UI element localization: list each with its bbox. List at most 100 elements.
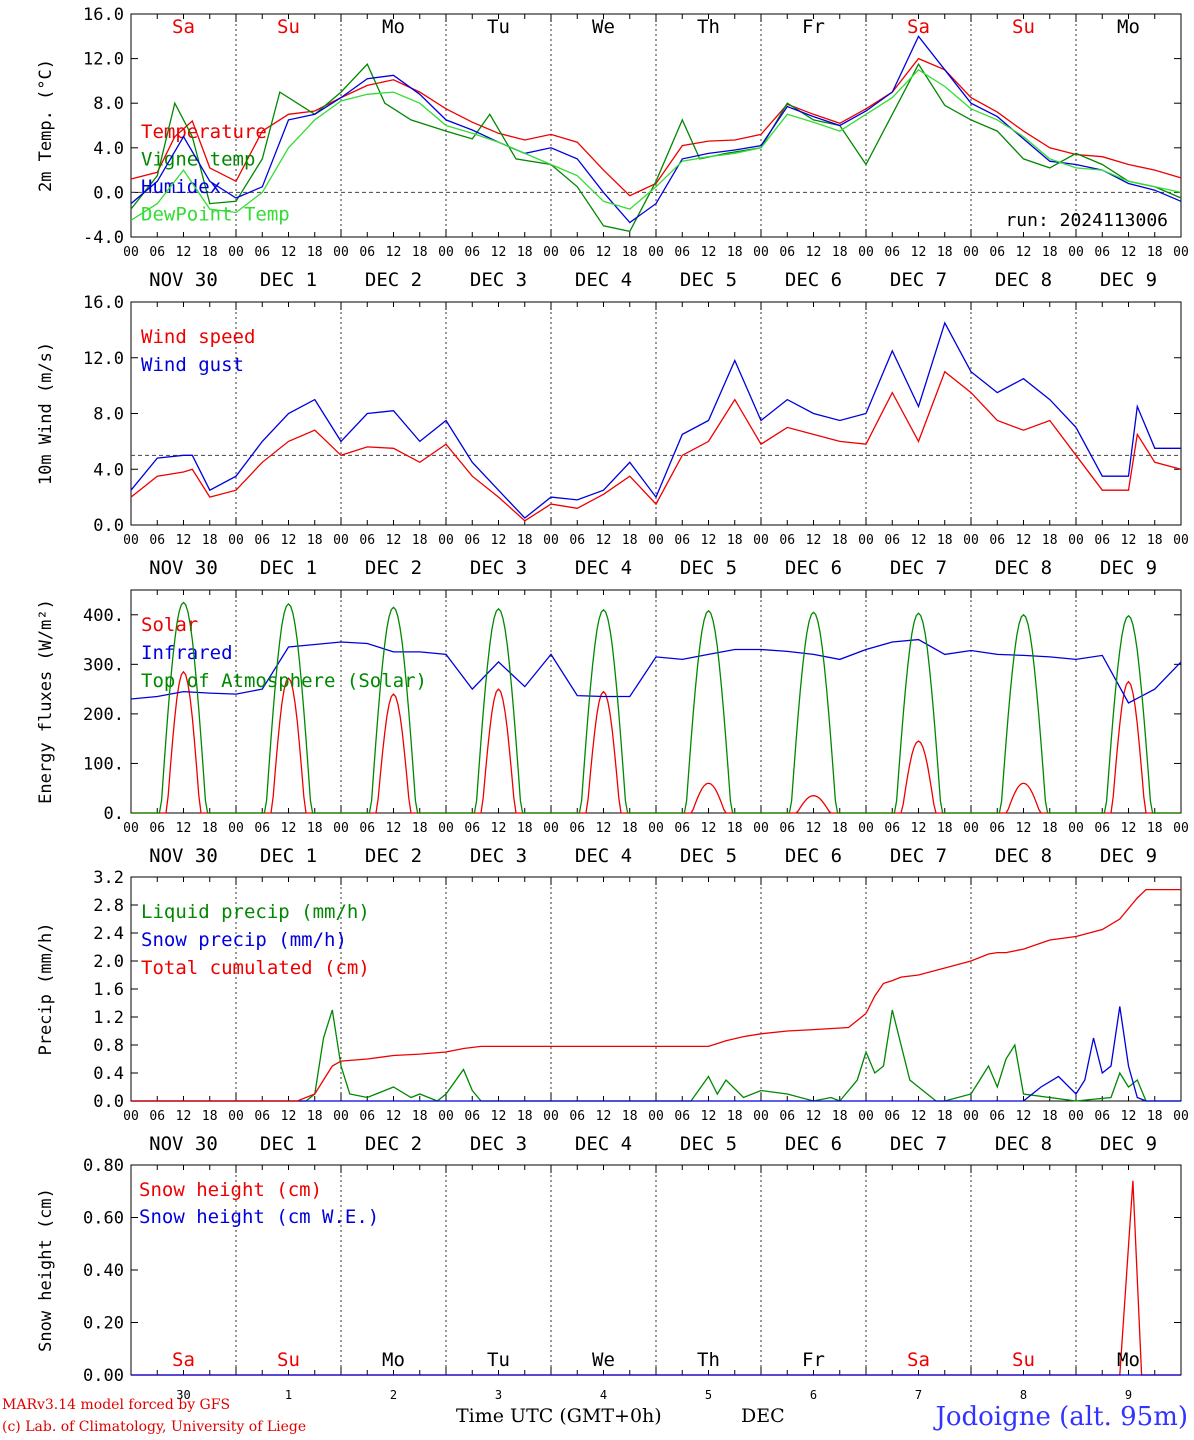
hour-tick-label: 06 (884, 821, 900, 836)
weekday-label: Su (277, 1349, 300, 1371)
hour-tick-label: 00 (1173, 245, 1189, 260)
date-label: DEC 6 (785, 269, 842, 291)
hour-tick-label: 12 (386, 533, 402, 548)
legend-entry: Infrared (141, 642, 233, 664)
y-tick-label: 0.80 (83, 1156, 124, 1176)
hour-tick-label: 12 (1016, 1109, 1032, 1124)
hour-tick-label: 12 (176, 1109, 192, 1124)
hour-tick-label: 06 (254, 245, 270, 260)
legend-entry: Temperature (141, 121, 267, 143)
weekday-label: Th (697, 1349, 720, 1371)
hour-tick-label: 18 (622, 533, 638, 548)
hour-tick-label: 00 (1173, 821, 1189, 836)
weekday-label: Mo (382, 16, 405, 38)
hour-tick-label: 12 (281, 821, 297, 836)
hour-tick-label: 18 (937, 1109, 953, 1124)
y-tick-label: 8.0 (93, 405, 124, 425)
hour-tick-label: 06 (359, 821, 375, 836)
hour-tick-label: 18 (202, 1109, 218, 1124)
legend-entry: Vigne temp (141, 149, 255, 171)
hour-tick-label: 18 (1147, 821, 1163, 836)
date-label: DEC 9 (1100, 845, 1157, 867)
date-label: DEC 4 (575, 269, 632, 291)
legend-entry: Humidex (141, 176, 221, 198)
hour-tick-label: 12 (701, 1109, 717, 1124)
hour-tick-label: 18 (517, 533, 533, 548)
day-number-label: 9 (1125, 1388, 1132, 1402)
date-label: DEC 4 (575, 1133, 632, 1155)
month-label: DEC (741, 1405, 785, 1427)
hour-tick-label: 06 (359, 533, 375, 548)
legend-entry: DewPoint Temp (141, 204, 290, 226)
hour-tick-label: 06 (1094, 1109, 1110, 1124)
y-tick-label: 16.0 (83, 5, 124, 25)
y-tick-label: 0.20 (83, 1314, 124, 1334)
hour-tick-label: 18 (202, 533, 218, 548)
y-tick-label: 1.6 (93, 980, 124, 1000)
hour-tick-label: 12 (596, 533, 612, 548)
hour-tick-label: 06 (569, 821, 585, 836)
y-axis-title: 2m Temp. (°C) (36, 59, 56, 192)
hour-tick-label: 06 (254, 533, 270, 548)
day-number-label: 30 (176, 1388, 190, 1402)
date-label: DEC 7 (890, 1133, 947, 1155)
hour-tick-label: 12 (491, 1109, 507, 1124)
hour-tick-label: 18 (1147, 1109, 1163, 1124)
hour-tick-label: 12 (911, 245, 927, 260)
weekday-label: Mo (382, 1349, 405, 1371)
panel-2: 0.0 4.0 8.0 12.0 16.0 10m Wind (m/s) Wind spee… (36, 293, 1189, 579)
hour-tick-label: 12 (281, 533, 297, 548)
weekday-label: Mo (1117, 16, 1140, 38)
panel-5: 0.00 0.20 0.40 0.60 0.80 Snow height (cm) Snow… (36, 1156, 1182, 1402)
y-tick-label: 4.0 (93, 460, 124, 480)
weekday-label: Th (697, 16, 720, 38)
hour-tick-label: 12 (491, 245, 507, 260)
date-label: DEC 7 (890, 557, 947, 579)
weekday-label: Su (1012, 1349, 1035, 1371)
y-tick-label: 0.0 (93, 1092, 124, 1112)
series-line (130, 35, 1182, 224)
y-tick-label: 12.0 (83, 349, 124, 369)
hour-tick-label: 18 (202, 821, 218, 836)
hour-tick-label: 12 (281, 1109, 297, 1124)
date-label: DEC 2 (365, 1133, 422, 1155)
hour-tick-label: 12 (386, 1109, 402, 1124)
hour-tick-label: 00 (438, 1109, 454, 1124)
hour-tick-label: 18 (307, 533, 323, 548)
y-tick-label: 0. (104, 804, 124, 824)
date-label: DEC 6 (785, 845, 842, 867)
y-tick-label: 0.4 (93, 1064, 124, 1084)
hour-tick-label: 12 (1016, 821, 1032, 836)
legend-entry: Top of Atmosphere (Solar) (141, 670, 427, 692)
hour-tick-label: 00 (963, 245, 979, 260)
date-label: DEC 1 (260, 1133, 317, 1155)
hour-tick-label: 18 (1042, 1109, 1058, 1124)
weekday-label: Sa (172, 1349, 195, 1371)
date-label: NOV 30 (149, 845, 218, 867)
hour-tick-label: 00 (1173, 533, 1189, 548)
hour-tick-label: 12 (911, 533, 927, 548)
hour-tick-label: 12 (1121, 1109, 1137, 1124)
hour-tick-label: 12 (596, 245, 612, 260)
series-line (130, 68, 1182, 221)
hour-tick-label: 06 (464, 245, 480, 260)
weekday-label: Tu (487, 1349, 510, 1371)
hour-tick-label: 18 (412, 1109, 428, 1124)
hour-tick-label: 06 (569, 1109, 585, 1124)
legend-entry: Wind speed (141, 326, 255, 348)
hour-tick-label: 18 (727, 533, 743, 548)
weekday-label: Sa (907, 1349, 930, 1371)
hour-tick-label: 00 (753, 533, 769, 548)
hour-tick-label: 06 (254, 1109, 270, 1124)
date-label: DEC 5 (680, 269, 737, 291)
hour-tick-label: 00 (123, 533, 139, 548)
hour-tick-label: 00 (333, 533, 349, 548)
y-axis-title: Precip (mm/h) (36, 922, 56, 1055)
hour-tick-label: 00 (1068, 1109, 1084, 1124)
hour-tick-label: 18 (832, 1109, 848, 1124)
hour-tick-label: 18 (517, 245, 533, 260)
y-tick-label: 300. (83, 655, 124, 675)
hour-tick-label: 06 (884, 533, 900, 548)
copyright-credit: (c) Lab. of Climatology, University of L… (2, 1419, 307, 1435)
date-label: DEC 8 (995, 557, 1052, 579)
